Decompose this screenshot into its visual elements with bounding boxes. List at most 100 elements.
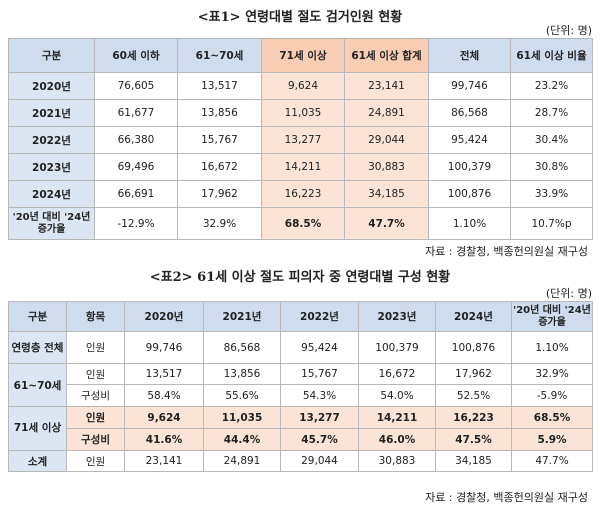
row-label: 2024년 bbox=[8, 180, 95, 208]
t2-header-2023: 2023년 bbox=[358, 301, 436, 332]
cell: -5.9% bbox=[511, 384, 593, 407]
item-label: 구성비 bbox=[66, 428, 125, 451]
cell: 16,223 bbox=[261, 180, 345, 208]
table-row: 구성비 41.6% 44.4% 45.7% 46.0% 47.5% 5.9% bbox=[8, 428, 593, 451]
cell: 16,672 bbox=[177, 153, 262, 181]
table1: 구분 60세 이하 61~70세 71세 이상 61세 이상 합계 전체 61세… bbox=[8, 38, 593, 240]
cell: 1.10% bbox=[428, 207, 511, 240]
t1-header-61plus-ratio: 61세 이상 비율 bbox=[510, 38, 593, 73]
item-label: 인원 bbox=[66, 450, 125, 472]
table2-source: 자료 : 경찰청, 백종헌의원실 재구성 bbox=[425, 491, 588, 504]
t2-header-category: 구분 bbox=[8, 301, 67, 332]
cell: 99,746 bbox=[428, 72, 511, 100]
cell: 9,624 bbox=[124, 406, 204, 429]
cell: 32.9% bbox=[511, 363, 593, 385]
cell: 30.4% bbox=[510, 126, 593, 154]
cell: 33.9% bbox=[510, 180, 593, 208]
table1-source: 자료 : 경찰청, 백종헌의원실 재구성 bbox=[425, 245, 588, 258]
item-label: 인원 bbox=[66, 363, 125, 385]
cell: 68.5% bbox=[511, 406, 593, 429]
table-row-growth: '20년 대비 '24년 증가율 -12.9% 32.9% 68.5% 47.7… bbox=[8, 207, 593, 240]
table1-header-row: 구분 60세 이하 61~70세 71세 이상 61세 이상 합계 전체 61세… bbox=[8, 38, 593, 73]
t2-header-growth: '20년 대비 '24년 증가율 bbox=[511, 301, 593, 332]
table1-unit: (단위: 명) bbox=[545, 24, 592, 37]
table2-header-row: 구분 항목 2020년 2021년 2022년 2023년 2024년 '20년… bbox=[8, 301, 593, 332]
table-row: 2024년 66,691 17,962 16,223 34,185 100,87… bbox=[8, 180, 593, 208]
table-row: 2023년 69,496 16,672 14,211 30,883 100,37… bbox=[8, 153, 593, 181]
table-row: 소계 인원 23,141 24,891 29,044 30,883 34,185… bbox=[8, 450, 593, 472]
cell: 11,035 bbox=[203, 406, 281, 429]
cell: 45.7% bbox=[280, 428, 359, 451]
cell: 86,568 bbox=[203, 331, 281, 364]
t1-header-71plus: 71세 이상 bbox=[261, 38, 345, 73]
cell: 55.6% bbox=[203, 384, 281, 407]
cell: 95,424 bbox=[428, 126, 511, 154]
cell: 100,876 bbox=[435, 331, 512, 364]
cell: 30,883 bbox=[344, 153, 429, 181]
cell: 32.9% bbox=[177, 207, 262, 240]
row-label: '20년 대비 '24년 증가율 bbox=[8, 207, 95, 240]
cell: 23.2% bbox=[510, 72, 593, 100]
t2-header-2024: 2024년 bbox=[435, 301, 512, 332]
t1-header-under60: 60세 이하 bbox=[94, 38, 178, 73]
row-label: 2022년 bbox=[8, 126, 95, 154]
table1-title: <표1> 연령대별 절도 검거인원 현황 bbox=[197, 10, 403, 25]
cell: 29,044 bbox=[344, 126, 429, 154]
item-label: 인원 bbox=[66, 406, 125, 429]
cell: -12.9% bbox=[94, 207, 178, 240]
cell: 100,379 bbox=[358, 331, 436, 364]
cell: 61,677 bbox=[94, 99, 178, 127]
cell: 100,379 bbox=[428, 153, 511, 181]
cell: 44.4% bbox=[203, 428, 281, 451]
table-row: 2022년 66,380 15,767 13,277 29,044 95,424… bbox=[8, 126, 593, 154]
t1-header-category: 구분 bbox=[8, 38, 95, 73]
cell: 66,691 bbox=[94, 180, 178, 208]
table-row: 구성비 58.4% 55.6% 54.3% 54.0% 52.5% -5.9% bbox=[9, 384, 593, 407]
cell: 23,141 bbox=[344, 72, 429, 100]
t2-header-item: 항목 bbox=[66, 301, 125, 332]
t1-header-61to70: 61~70세 bbox=[177, 38, 262, 73]
group-label-71plus: 71세 이상 bbox=[8, 406, 67, 451]
cell: 52.5% bbox=[435, 384, 512, 407]
cell: 13,277 bbox=[280, 406, 359, 429]
cell: 14,211 bbox=[358, 406, 436, 429]
table2: 구분 항목 2020년 2021년 2022년 2023년 2024년 '20년… bbox=[8, 301, 593, 472]
cell: 34,185 bbox=[435, 450, 512, 472]
cell: 10.7%p bbox=[510, 207, 593, 240]
table-row: 2020년 76,605 13,517 9,624 23,141 99,746 … bbox=[8, 72, 593, 100]
cell: 16,672 bbox=[358, 363, 436, 385]
cell: 17,962 bbox=[435, 363, 512, 385]
group-label-61to70: 61~70세 bbox=[8, 363, 67, 407]
t2-header-2020: 2020년 bbox=[124, 301, 204, 332]
cell: 100,876 bbox=[428, 180, 511, 208]
cell: 13,856 bbox=[177, 99, 262, 127]
t1-header-61plus-sum: 61세 이상 합계 bbox=[344, 38, 429, 73]
table-row: 2021년 61,677 13,856 11,035 24,891 86,568… bbox=[8, 99, 593, 127]
cell: 11,035 bbox=[261, 99, 345, 127]
row-label: 2023년 bbox=[8, 153, 95, 181]
t2-header-2022: 2022년 bbox=[280, 301, 359, 332]
table2-title: <표2> 61세 이상 절도 피의자 중 연령대별 구성 현황 bbox=[149, 270, 451, 285]
table-row: 61~70세 인원 13,517 13,856 15,767 16,672 17… bbox=[8, 363, 593, 407]
cell: 15,767 bbox=[280, 363, 359, 385]
cell: 95,424 bbox=[280, 331, 359, 364]
cell: 23,141 bbox=[124, 450, 204, 472]
cell: 54.3% bbox=[280, 384, 359, 407]
cell: 1.10% bbox=[511, 331, 593, 364]
row-label: 2020년 bbox=[8, 72, 95, 100]
cell: 13,856 bbox=[203, 363, 281, 385]
cell: 66,380 bbox=[94, 126, 178, 154]
t2-header-2021: 2021년 bbox=[203, 301, 281, 332]
cell: 47.7% bbox=[344, 207, 429, 240]
row-label: 2021년 bbox=[8, 99, 95, 127]
cell: 86,568 bbox=[428, 99, 511, 127]
group-label-total: 연령층 전체 bbox=[8, 331, 67, 364]
cell: 13,517 bbox=[124, 363, 204, 385]
table-row: 연령층 전체 인원 99,746 86,568 95,424 100,379 1… bbox=[8, 331, 593, 364]
cell: 68.5% bbox=[261, 207, 345, 240]
cell: 13,277 bbox=[261, 126, 345, 154]
cell: 41.6% bbox=[124, 428, 204, 451]
item-label: 구성비 bbox=[66, 384, 125, 407]
cell: 30.8% bbox=[510, 153, 593, 181]
cell: 5.9% bbox=[511, 428, 593, 451]
